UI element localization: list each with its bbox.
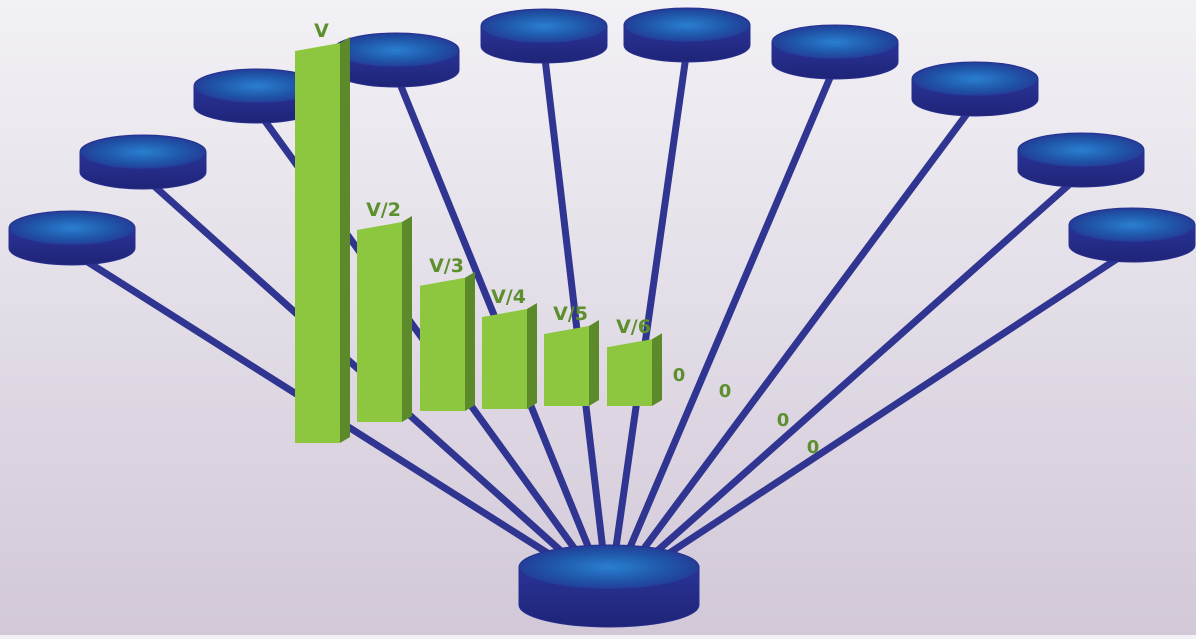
bar-label-2: V/2: [366, 199, 401, 221]
bar-1: [295, 37, 350, 443]
peer-disk-7: [771, 24, 899, 80]
link-line-6: [609, 45, 691, 576]
bar-label-3: V/3: [429, 255, 464, 277]
peer-disk-6: [623, 7, 751, 63]
bar-2: [357, 216, 412, 422]
bar-label-6: V/6: [616, 316, 651, 338]
link-line-9: [630, 170, 1085, 576]
bar-6: [607, 333, 662, 406]
link-line-5: [540, 46, 609, 576]
zero-label-4: 0: [807, 437, 820, 458]
peer-disk-4: [332, 32, 460, 88]
peer-disk-2: [79, 134, 207, 190]
bar-5: [544, 320, 599, 406]
bar-label-5: V/5: [553, 303, 588, 325]
bar-label-1: V: [314, 20, 329, 42]
link-line-7: [616, 62, 839, 576]
bar-3: [420, 271, 475, 411]
peer-disk-10: [1068, 207, 1196, 263]
peer-disk-1: [8, 210, 136, 266]
link-layer: [68, 45, 1136, 576]
zero-label-2: 0: [719, 381, 732, 402]
link-line-10: [637, 245, 1136, 576]
bar-4: [482, 303, 537, 409]
peer-disk-9: [1017, 132, 1145, 188]
peer-disk-5: [480, 8, 608, 64]
hub-layer: [518, 544, 700, 628]
bar-label-4: V/4: [491, 286, 526, 308]
zero-label-3: 0: [777, 410, 790, 431]
central-disk: [518, 544, 700, 628]
zero-label-1: 0: [673, 365, 686, 386]
peer-layer: [8, 7, 1196, 266]
peer-disk-8: [911, 61, 1039, 117]
link-line-8: [623, 99, 979, 576]
